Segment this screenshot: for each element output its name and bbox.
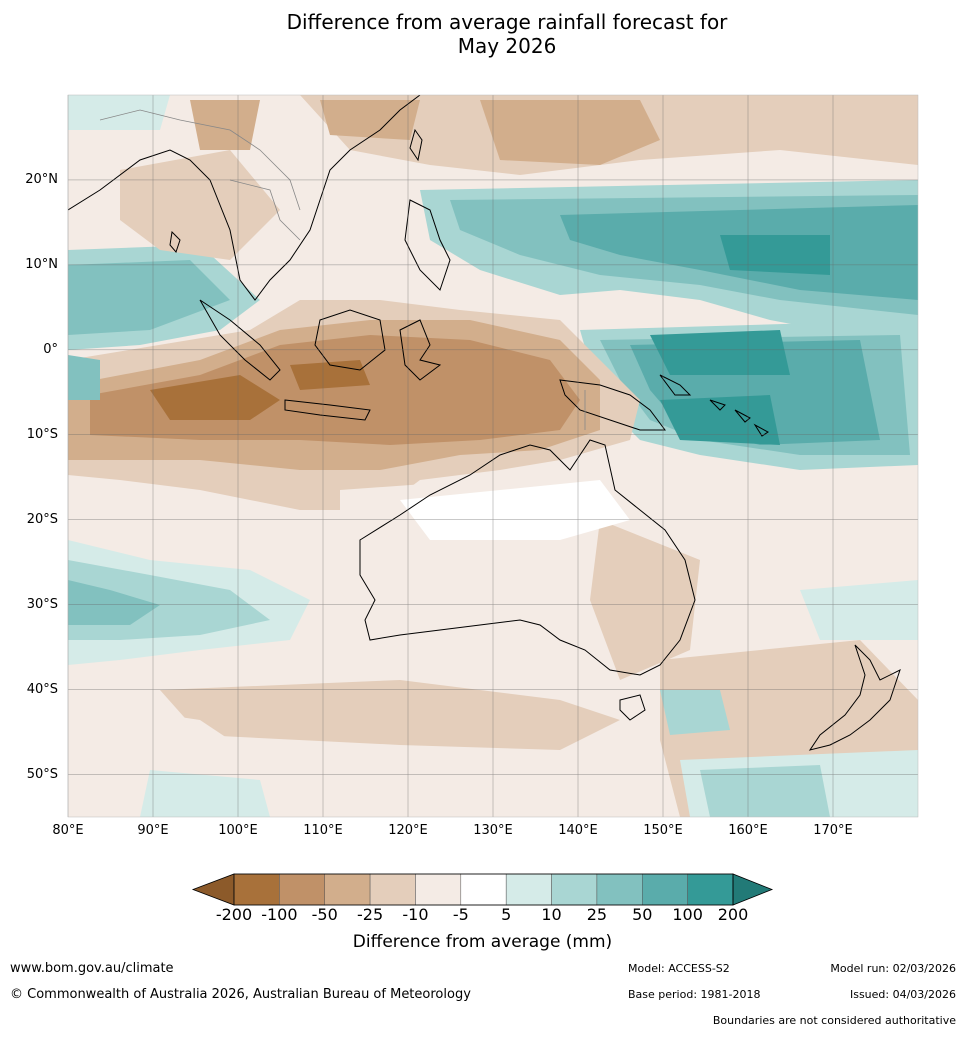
issued-text: Issued: 04/03/2026 bbox=[849, 988, 956, 1001]
colorbar-tick-label: -100 bbox=[261, 905, 298, 924]
longitude-label: 90°E bbox=[137, 823, 169, 838]
disclaimer-text: Boundaries are not considered authoritat… bbox=[712, 1014, 956, 1027]
colorbar-segment bbox=[324, 873, 371, 906]
rainfall-field bbox=[68, 95, 918, 817]
colorbar-tick-label: -200 bbox=[215, 905, 253, 924]
borneo-coast bbox=[314, 309, 386, 371]
sumatra-coast bbox=[199, 299, 281, 381]
colorbar-segment bbox=[415, 873, 462, 906]
longitude-label: 130°E bbox=[473, 823, 513, 838]
java-coast bbox=[284, 399, 371, 421]
longitude-label: 170°E bbox=[813, 823, 853, 838]
philippines-coast bbox=[404, 199, 451, 291]
map-frame bbox=[67, 94, 919, 818]
longitude-label: 120°E bbox=[388, 823, 428, 838]
colorbar-segment bbox=[596, 873, 643, 906]
colorbar-tick-label: 100 bbox=[672, 905, 703, 924]
colorbar-max-extend bbox=[732, 873, 774, 906]
colorbar-segment bbox=[551, 873, 598, 906]
title-line-1: Difference from average rainfall forecas… bbox=[286, 10, 728, 34]
latitude-label: 10°N bbox=[25, 256, 58, 272]
latitude-label: 20°N bbox=[25, 171, 58, 187]
colorbar-label: Difference from average (mm) bbox=[352, 932, 613, 952]
sulawesi-coast bbox=[399, 319, 442, 381]
latitude-label: 20°S bbox=[26, 511, 58, 527]
sri-lanka-coast bbox=[169, 230, 181, 253]
base-period-text: Base period: 1981-2018 bbox=[628, 988, 761, 1001]
coastlines bbox=[68, 95, 901, 751]
copyright-text: © Commonwealth of Australia 2026, Austra… bbox=[10, 987, 471, 1002]
colorbar-segment bbox=[460, 873, 507, 906]
colorbar-tick-label: 50 bbox=[632, 905, 653, 924]
colorbar-segment bbox=[279, 873, 325, 906]
colorbar-tick-label: -25 bbox=[357, 905, 384, 924]
model-text: Model: ACCESS-S2 bbox=[628, 962, 730, 975]
australia-coast bbox=[359, 439, 696, 676]
longitude-label: 150°E bbox=[643, 823, 683, 838]
se-asia-coast bbox=[68, 95, 421, 301]
map-title: Difference from average rainfall forecas… bbox=[0, 10, 965, 58]
new-zealand-coast bbox=[808, 644, 901, 751]
tasmania-coast bbox=[619, 694, 646, 721]
new-guinea-coast bbox=[559, 379, 666, 431]
latitude-label: 40°S bbox=[26, 681, 58, 697]
colorbar-tick-label: 5 bbox=[501, 905, 512, 924]
colorbar-tick-label: -5 bbox=[452, 905, 469, 924]
taiwan-coast bbox=[409, 128, 423, 162]
colorbar-segment bbox=[687, 873, 734, 906]
longitude-label: 110°E bbox=[303, 823, 343, 838]
latitude-label: 30°S bbox=[26, 596, 58, 612]
latitude-label: 10°S bbox=[26, 426, 58, 442]
colorbar-segment bbox=[642, 873, 688, 906]
longitude-label: 160°E bbox=[728, 823, 768, 838]
colorbar-tick-label: -50 bbox=[311, 905, 338, 924]
title-line-2: May 2026 bbox=[457, 34, 557, 58]
longitude-label: 140°E bbox=[558, 823, 598, 838]
latitude-label: 50°S bbox=[26, 766, 58, 782]
website-link[interactable]: www.bom.gov.au/climate bbox=[10, 961, 174, 976]
latitude-label: 0° bbox=[43, 341, 58, 357]
colorbar-segment bbox=[369, 873, 416, 906]
colorbar bbox=[191, 873, 774, 906]
colorbar-tick-label: 25 bbox=[586, 905, 608, 924]
longitude-label: 80°E bbox=[52, 823, 84, 838]
colorbar-min-extend bbox=[191, 873, 235, 906]
colorbar-segment bbox=[233, 873, 280, 906]
longitude-label: 100°E bbox=[218, 823, 258, 838]
new-britain-coast bbox=[659, 374, 692, 396]
solomon-islands-coast bbox=[709, 399, 769, 437]
colorbar-frame bbox=[233, 873, 734, 906]
colorbar-tick-label: 200 bbox=[717, 905, 749, 924]
colorbar-tick-label: -10 bbox=[402, 905, 429, 924]
model-run-text: Model run: 02/03/2026 bbox=[830, 962, 956, 975]
colorbar-segment bbox=[505, 873, 552, 906]
colorbar-tick-label: 10 bbox=[541, 905, 562, 924]
